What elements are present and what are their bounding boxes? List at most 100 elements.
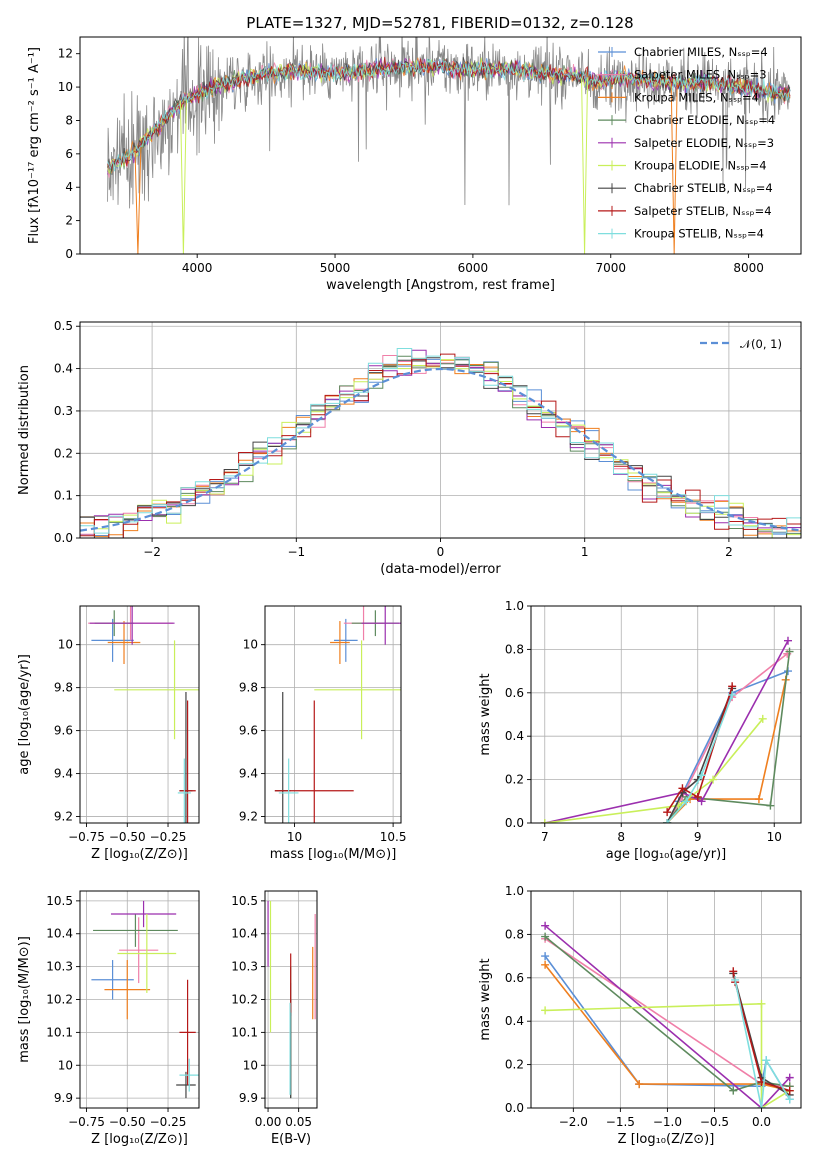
weight-marker [635, 1080, 644, 1089]
y-tick-label: 6 [65, 147, 73, 161]
x-axis-label: Z [log₁₀(Z/Z⊙)] [91, 1132, 188, 1147]
weight-marker [766, 801, 775, 810]
y-tick-label: 9.4 [54, 767, 73, 781]
legend-label: Kroupa STELIB, Nₛₛₚ=4 [634, 227, 764, 241]
legend-label: Chabrier MILES, Nₛₛₚ=4 [634, 45, 768, 59]
y-tick-label: 10.1 [46, 1025, 73, 1039]
x-tick-label: −2.0 [559, 1115, 588, 1129]
x-axis-label: Z [log₁₀(Z/Z⊙)] [91, 847, 188, 862]
y-tick-label: 0.4 [505, 1014, 524, 1028]
legend-label: Salpeter MILES, Nₛₛₚ=3 [634, 68, 767, 82]
x-tick-label: −0.5 [700, 1115, 729, 1129]
weight-marker [541, 952, 550, 961]
weight-marker [783, 636, 792, 645]
x-tick-label: −0.75 [68, 830, 105, 844]
y-tick-label: 2 [65, 214, 73, 228]
x-tick-label: −1.5 [606, 1115, 635, 1129]
y-tick-label: 4 [65, 180, 73, 194]
axes-frame [79, 605, 200, 824]
y-tick-label: 10 [58, 1058, 73, 1072]
legend-label: Salpeter STELIB, Nₛₛₚ=4 [634, 204, 772, 218]
y-tick-label: 0.2 [54, 446, 73, 460]
x-tick-label: 10 [287, 830, 302, 844]
plot-area [80, 348, 801, 538]
x-tick-label: 0.00 [255, 1115, 282, 1129]
axes-frame [530, 890, 802, 1109]
legend-label: Chabrier STELIB, Nₛₛₚ=4 [634, 181, 773, 195]
legend-label: Salpeter ELODIE, Nₛₛₚ=3 [634, 136, 774, 150]
y-tick-label: 10.5 [231, 894, 258, 908]
x-tick-label: −0.25 [150, 1115, 187, 1129]
y-axis-label: age [log₁₀(age/yr)] [17, 654, 32, 775]
legend-label: Kroupa MILES, Nₛₛₚ=4 [634, 90, 759, 104]
x-tick-label: 10.5 [380, 830, 407, 844]
y-tick-label: 9.2 [54, 810, 73, 824]
weight-marker [697, 797, 706, 806]
x-tick-label: −1.0 [653, 1115, 682, 1129]
weight-line [545, 1002, 791, 1108]
weight-line [666, 651, 791, 823]
y-tick-label: 0.0 [505, 1101, 524, 1115]
y-tick-label: 9.4 [239, 767, 258, 781]
y-tick-label: 0.4 [54, 362, 73, 376]
y-tick-label: 0.3 [54, 404, 73, 418]
weight-marker [663, 819, 672, 823]
legend-label: Chabrier ELODIE, Nₛₛₚ=4 [634, 113, 775, 127]
y-tick-label: 9.8 [239, 681, 258, 695]
weight-line [666, 653, 788, 823]
y-tick-label: 9.2 [239, 810, 258, 824]
x-axis-label: age [log₁₀(age/yr)] [606, 847, 727, 862]
x-axis-label: Z [log₁₀(Z/Z⊙)] [618, 1132, 715, 1147]
y-tick-label: 10.5 [46, 894, 73, 908]
y-axis-label: mass [log₁₀(M/M⊙)] [17, 936, 32, 1063]
weight-line [544, 964, 790, 1092]
y-tick-label: 0.2 [505, 1058, 524, 1072]
plot-area [107, 37, 791, 254]
weight-marker [758, 714, 767, 723]
x-tick-label: 8000 [733, 261, 764, 275]
model-dip [179, 100, 187, 254]
weight-marker [709, 775, 718, 784]
y-tick-label: 12 [58, 47, 73, 61]
weight-marker [757, 999, 766, 1008]
y-tick-label: 10.2 [231, 993, 258, 1007]
legend: Chabrier MILES, Nₛₛₚ=4 Salpeter MILES, Nₛ… [598, 45, 775, 241]
x-axis-label: E(B-V) [271, 1132, 311, 1147]
x-axis-label: mass [log₁₀(M/M⊙)] [270, 847, 397, 862]
y-tick-label: 8 [65, 113, 73, 127]
y-tick-label: 0.8 [505, 927, 524, 941]
weight-marker [785, 1073, 794, 1082]
y-tick-label: 0.5 [54, 319, 73, 333]
panel-age-vs-z: −0.75 −0.50 −0.25 9.2 9.4 9.6 9.8 10 Z [log₁₀(Z/… [17, 605, 200, 862]
x-tick-label: −0.25 [150, 830, 187, 844]
y-tick-label: 10.2 [46, 993, 73, 1007]
weight-line [666, 688, 733, 823]
x-tick-label: 5000 [320, 261, 351, 275]
y-axis-label: mass weight [478, 673, 493, 755]
y-tick-label: 9.8 [54, 681, 73, 695]
y-tick-label: 1.0 [505, 884, 524, 898]
legend-label: 𝒩(0, 1) [740, 337, 782, 351]
panel-age-vs-mass: 10 10.5 9.2 9.4 9.6 9.8 10 mass [log₁₀(M/M⊙)] [239, 605, 407, 862]
y-tick-label: 10 [243, 638, 258, 652]
y-tick-label: 10 [58, 80, 73, 94]
y-tick-label: 9.6 [54, 724, 73, 738]
weight-marker [729, 967, 738, 976]
x-tick-label: 2 [725, 545, 733, 559]
y-tick-label: 10.4 [231, 927, 258, 941]
plot-area [274, 606, 401, 823]
weight-marker [762, 1056, 771, 1065]
axes-frame [264, 605, 402, 824]
plot-area [541, 921, 794, 1108]
weight-marker [541, 960, 550, 969]
plot-area [88, 606, 199, 823]
y-tick-label: 0.2 [505, 773, 524, 787]
panel-weight-vs-age: 7 8 9 10 0.0 0.2 0.4 0.6 0.8 1.0 age [log₁₀(age/yr… [478, 599, 802, 862]
legend: 𝒩(0, 1) [700, 337, 782, 351]
panel-spectrum: 4000 5000 6000 7000 8000 0 2 4 6 8 10 12 wavelength … [27, 36, 802, 293]
panel-weight-vs-z: −2.0 −1.5 −1.0 −0.5 0.0 0.0 0.2 0.4 0.6 0.8 1.0 Z [… [478, 884, 802, 1147]
weight-marker [728, 690, 737, 699]
x-axis-label: wavelength [Angstrom, rest frame] [326, 278, 555, 293]
x-tick-label: 9 [694, 830, 702, 844]
